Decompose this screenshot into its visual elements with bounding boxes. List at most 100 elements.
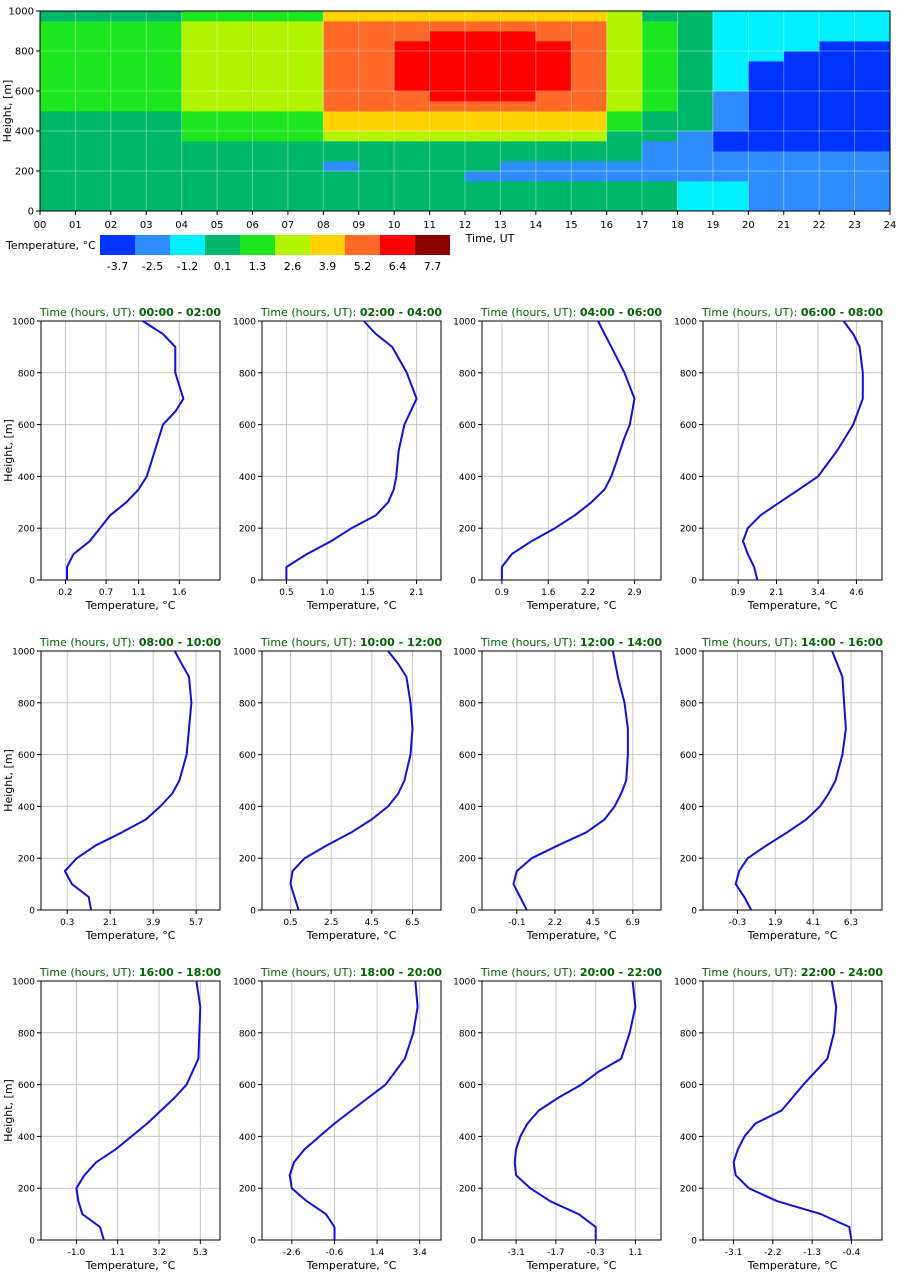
heatmap-cell	[181, 11, 218, 22]
heatmap-cell	[429, 31, 466, 42]
heatmap-cell	[748, 131, 785, 142]
heatmap-cell	[642, 191, 678, 202]
heatmap-cell	[146, 41, 183, 52]
heatmap-cell	[429, 201, 466, 212]
profile-panel-12: -3.1 -2.2 -1.3 -0.4 0 200 400 600 800 1000 Tempera…	[674, 966, 883, 1272]
heatmap-cell	[323, 11, 360, 22]
heatmap-cell	[465, 191, 501, 202]
panel-title-prefix: Time (hours, UT):	[480, 306, 580, 319]
heatmap-cell	[181, 51, 218, 62]
heatmap-cell	[854, 61, 891, 72]
heatmap-cell	[217, 21, 253, 32]
heatmap-cell	[323, 171, 360, 182]
heatmap-cell	[854, 81, 891, 92]
heatmap-cell	[606, 61, 643, 72]
heatmap-cell	[358, 121, 395, 132]
heatmap-cell	[40, 161, 76, 172]
heatmap-cell	[606, 51, 643, 62]
heatmap-cell	[40, 51, 76, 62]
heatmap-cell	[75, 31, 112, 42]
profile-panel-1: 0.2 0.7 1.1 1.6 0 200 400 600 800 1000 Temperature…	[2, 306, 221, 612]
panel-title-range: 20:00 - 22:00	[580, 966, 663, 979]
heatmap-cell	[535, 81, 572, 92]
x-tick-label: 6.9	[626, 918, 641, 928]
x-tick-label: 22	[813, 220, 826, 231]
heatmap-cell	[110, 201, 147, 212]
heatmap-cell	[783, 181, 820, 192]
heatmap-cell	[252, 171, 289, 182]
heatmap-cell	[40, 101, 76, 112]
y-tick-label: 1000	[12, 318, 35, 328]
heatmap-cell	[712, 121, 749, 132]
heatmap-cell	[429, 121, 466, 132]
panel-title-range: 02:00 - 04:00	[360, 306, 443, 319]
heatmap-cell	[75, 181, 112, 192]
heatmap-cell	[181, 41, 218, 52]
heatmap-cell	[642, 111, 678, 122]
heatmap-cell	[677, 51, 714, 62]
colorbar-tick-label: 5.2	[354, 260, 372, 273]
x-tick-label: 05	[211, 220, 224, 231]
x-tick-label: 2.9	[627, 588, 642, 598]
panel-frame	[481, 320, 662, 581]
y-tick-label: 400	[459, 803, 476, 813]
colorbar-swatch	[415, 235, 450, 255]
heatmap-cell	[535, 41, 572, 52]
heatmap-cell	[75, 141, 112, 152]
y-tick-label: 1000	[12, 978, 35, 988]
x-tick-label: 2.2	[548, 918, 562, 928]
heatmap-cell	[854, 201, 891, 212]
heatmap-cell	[642, 201, 678, 212]
heatmap-cell	[677, 171, 714, 182]
heatmap-cell	[110, 181, 147, 192]
heatmap-cell	[394, 141, 430, 152]
heatmap-cell	[110, 111, 147, 122]
heatmap-cell	[642, 21, 678, 32]
panel-title-range: 04:00 - 06:00	[580, 306, 663, 319]
heatmap-cell	[146, 91, 183, 102]
heatmap-cell	[783, 201, 820, 212]
heatmap-cell	[642, 121, 678, 132]
x-axis-label: Temperature, °C	[306, 599, 397, 612]
y-tick-label: 1000	[674, 648, 697, 658]
y-tick-label: 800	[459, 369, 476, 379]
heatmap-cell	[748, 141, 785, 152]
x-tick-label: 1.9	[768, 918, 783, 928]
heatmap-cell	[429, 41, 466, 52]
x-axis-label: Time, UT	[465, 232, 515, 245]
heatmap-cell	[465, 81, 501, 92]
panel-title: Time (hours, UT): 08:00 - 10:00	[39, 636, 222, 649]
colorbar-swatch	[240, 235, 275, 255]
heatmap-cell	[500, 201, 537, 212]
heatmap-cell	[40, 121, 76, 132]
heatmap-cell	[606, 91, 643, 102]
x-tick-label: 2.1	[103, 918, 117, 928]
y-tick-label: 600	[680, 751, 697, 761]
heatmap-cell	[748, 51, 785, 62]
heatmap-cell	[748, 101, 785, 112]
x-tick-label: 10	[388, 220, 401, 231]
x-tick-label: 0.5	[279, 588, 293, 598]
heatmap-cell	[217, 101, 253, 112]
heatmap-cell	[642, 181, 678, 192]
heatmap-cell	[40, 151, 76, 162]
y-tick-label: 0	[250, 1237, 256, 1247]
temperature-profile-line	[734, 650, 847, 911]
profile-panel-3: 0.9 1.6 2.2 2.9 0 200 400 600 800 1000 Temperature…	[453, 306, 662, 612]
heatmap-cell	[217, 41, 253, 52]
heatmap-cell	[110, 51, 147, 62]
heatmap-cell	[606, 191, 643, 202]
heatmap-cell	[110, 81, 147, 92]
heatmap-cell	[287, 181, 324, 192]
colorbar-tick-label: -3.7	[107, 260, 128, 273]
heatmap-cell	[146, 51, 183, 62]
y-tick-label: 200	[18, 525, 35, 535]
x-tick-label: 2.5	[324, 918, 338, 928]
panel-title-prefix: Time (hours, UT):	[39, 636, 139, 649]
heatmap-cell	[75, 91, 112, 102]
heatmap-cell	[606, 161, 643, 172]
heatmap-cell	[181, 21, 218, 32]
heatmap-cell	[181, 31, 218, 42]
heatmap-cell	[394, 161, 430, 172]
panel-title-range: 22:00 - 24:00	[801, 966, 884, 979]
